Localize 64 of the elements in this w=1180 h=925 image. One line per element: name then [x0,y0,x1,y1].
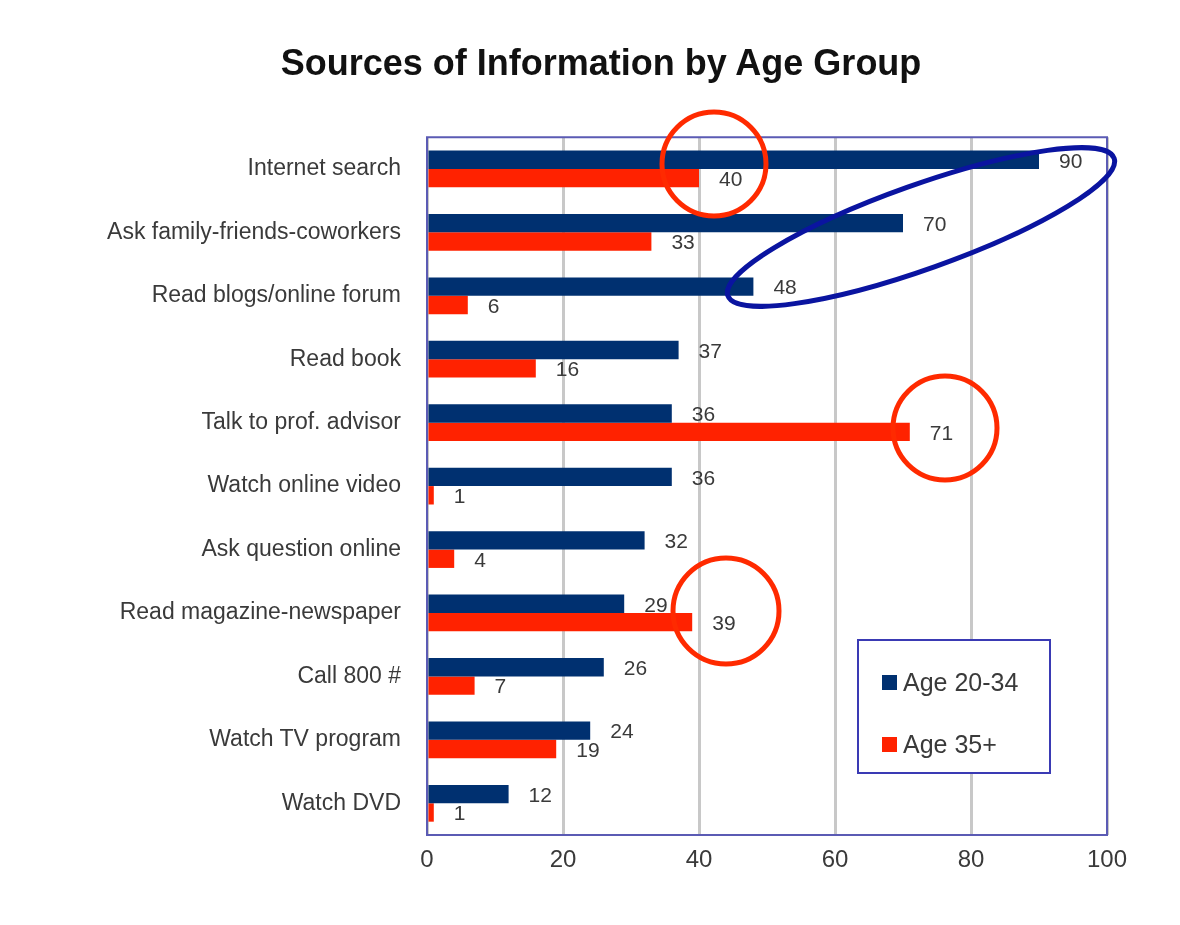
bar [428,277,754,296]
y-tick-label: Watch DVD [281,788,401,815]
bar [428,612,693,632]
y-tick-label: Watch online video [207,471,401,498]
bar [428,213,903,233]
data-label: 6 [487,293,500,317]
bar [428,549,455,568]
data-label: 24 [610,719,634,743]
y-tick-label: Ask family-friends-coworkers [107,217,401,244]
legend-label: Age 20-34 [903,667,1019,696]
x-tick-label: 80 [957,845,985,873]
bar [428,721,591,740]
bar [428,295,468,315]
y-tick-label: Read book [289,344,402,371]
data-label: 90 [1059,148,1083,172]
data-label: 48 [773,275,797,299]
data-label: 1 [453,801,466,825]
data-label: 4 [474,547,487,571]
bar [428,531,645,550]
data-label: 39 [712,610,736,634]
data-label: 16 [555,357,580,381]
bar [428,359,536,378]
y-tick-label: Ask question online [201,534,401,561]
x-tick-label: 40 [685,845,713,873]
legend-label: Age 35+ [903,729,997,758]
data-label: 37 [698,338,722,362]
data-label: 26 [623,656,648,680]
bar [428,168,699,188]
bar [428,404,672,423]
x-tick-label: 60 [821,845,849,873]
data-label: 7 [494,674,507,698]
bar [428,803,434,822]
data-label: 32 [664,529,688,553]
data-label: 33 [671,230,695,254]
bar [428,676,475,695]
bar [428,340,679,360]
bar [428,467,672,487]
data-label: 36 [691,402,716,426]
y-tick-label: Watch TV program [209,725,401,752]
data-label: 36 [691,465,716,489]
bar [428,594,625,613]
x-tick-label: 0 [420,845,434,873]
y-tick-label: Internet search [247,154,401,181]
y-tick-label: Call 800 # [297,661,402,688]
bar [428,784,509,804]
data-label: 71 [929,420,954,444]
chart-title: Sources of Information by Age Group [280,41,922,83]
bar [428,150,1039,169]
bar [428,422,910,442]
y-tick-label: Read blogs/online forum [151,281,401,308]
y-tick-label: Read magazine-newspaper [119,598,402,625]
bar [428,232,652,251]
bar [428,658,604,677]
data-label: 1 [453,484,466,508]
bar [428,486,434,505]
x-tick-label: 100 [1086,845,1128,873]
data-label: 70 [923,211,947,235]
data-label: 19 [576,737,600,761]
x-tick-label: 20 [549,845,577,873]
y-tick-label: Talk to prof. advisor [201,408,402,435]
data-label: 40 [719,166,743,190]
data-label: 29 [644,592,668,616]
data-label: 12 [528,782,552,806]
bar [428,739,557,759]
